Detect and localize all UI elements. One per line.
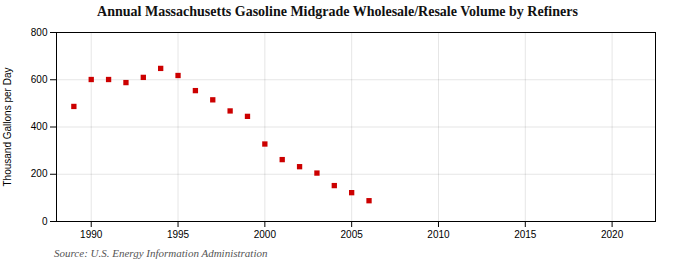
html-text:Annual Massachusetts Gasoline: Annual Massachusetts Gasoline Midgrade W… (97, 4, 578, 19)
svg-text:800: 800 (31, 27, 48, 38)
svg-text:400: 400 (31, 121, 48, 132)
svg-text:2000: 2000 (254, 229, 277, 240)
svg-text:0: 0 (42, 216, 48, 227)
svg-text:1990: 1990 (80, 229, 103, 240)
svg-text:2015: 2015 (514, 229, 537, 240)
svg-text:2005: 2005 (341, 229, 364, 240)
html-text:Source: U.S. Energy Informatio: Source: U.S. Energy Information Administ… (54, 247, 268, 259)
svg-text:200: 200 (31, 168, 48, 179)
svg-text:600: 600 (31, 74, 48, 85)
svg-text:2010: 2010 (427, 229, 450, 240)
svg-text:2020: 2020 (601, 229, 624, 240)
svg-text:Thousand Gallons per Day: Thousand Gallons per Day (2, 68, 13, 187)
svg-text:1995: 1995 (167, 229, 190, 240)
